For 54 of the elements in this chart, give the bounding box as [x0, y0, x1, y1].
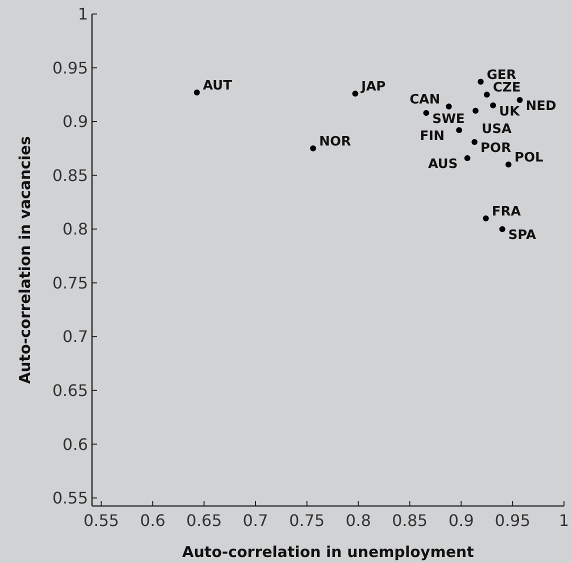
annotation: FIN [420, 129, 445, 144]
annotation: POL [514, 150, 544, 166]
annotation: UK [499, 104, 521, 120]
y-tick-label: 0.7 [62, 327, 88, 346]
x-tick-label: 0.9 [448, 511, 474, 530]
point [482, 215, 489, 222]
point [464, 155, 470, 162]
point [446, 103, 452, 110]
y-tick-label: 0.8 [62, 220, 88, 239]
x-tick-label: 0.55 [83, 511, 120, 530]
point [456, 127, 462, 134]
x-tick-label: 0.85 [392, 511, 428, 530]
annotation: SPA [508, 228, 536, 244]
point [516, 97, 523, 104]
annotation: CAN [410, 92, 440, 108]
annotation: NOR [319, 134, 352, 150]
annotation: NED [526, 99, 557, 114]
point [423, 110, 430, 116]
x-tick-label: 0.75 [289, 511, 325, 530]
x-tick-label: 1 [558, 511, 570, 530]
x-tick-label: 0.65 [186, 511, 222, 530]
y-tick-label: 0.85 [52, 166, 88, 185]
annotation: GER [486, 68, 516, 83]
y-tick-label: 0.55 [52, 488, 88, 508]
y-tick-label: 0.9 [62, 112, 88, 132]
x-tick-label: 0.95 [494, 511, 530, 530]
x-tick-label: 0.7 [242, 511, 268, 530]
annotation: POR [480, 140, 512, 156]
point [472, 108, 479, 114]
x-tick-label: 0.8 [346, 511, 372, 530]
y-tick-label: 0.75 [52, 273, 88, 292]
point [499, 226, 506, 232]
point [484, 92, 490, 98]
point [472, 138, 478, 145]
y-tick-label: 0.6 [62, 434, 88, 454]
point [310, 145, 316, 152]
annotation: JAP [360, 80, 386, 95]
annotation: FRA [492, 204, 521, 220]
point [194, 90, 200, 96]
point [352, 90, 358, 97]
annotation: USA [482, 122, 512, 137]
annotation: AUT [202, 78, 232, 94]
y-axis-title: Auto-correlation in vacancies [16, 136, 34, 384]
y-tick-label: 1 [78, 4, 88, 24]
annotation: SWE [432, 112, 465, 127]
x-tick-label: 0.6 [140, 511, 166, 530]
point [505, 162, 512, 168]
point [478, 78, 484, 85]
x-axis-title: Auto-correlation in unemployment [182, 543, 474, 561]
annotation: CZE [492, 80, 521, 96]
point [490, 102, 496, 108]
y-tick-label: 0.65 [52, 380, 88, 400]
annotation: AUS [428, 157, 458, 172]
y-tick-label: 0.95 [52, 58, 88, 78]
